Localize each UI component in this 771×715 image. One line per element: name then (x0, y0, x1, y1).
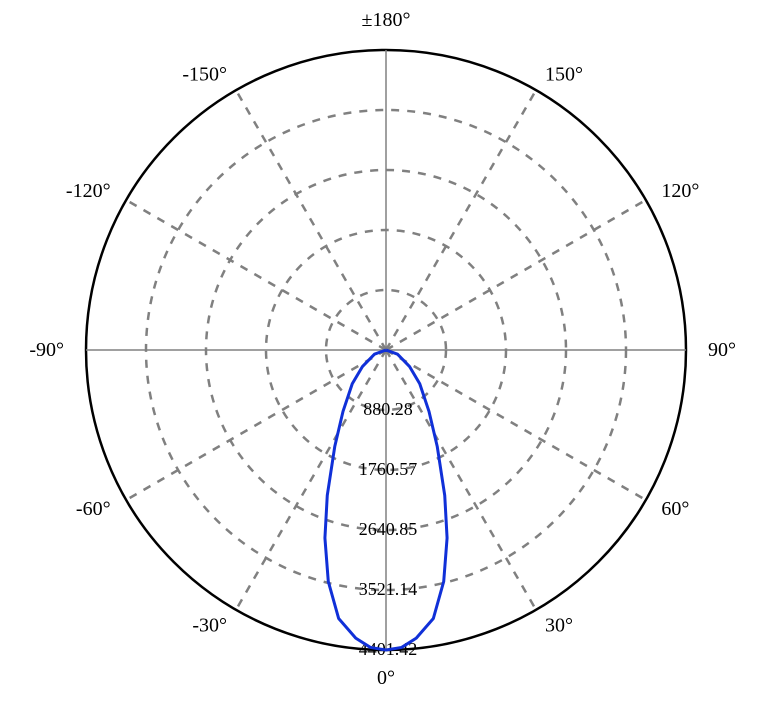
grid-spoke (126, 200, 386, 350)
angle-tick-label: 0° (377, 667, 395, 689)
grid-spoke (386, 90, 536, 350)
angle-tick-label: -120° (66, 180, 111, 202)
angle-tick-label: ±180° (362, 9, 411, 31)
angle-tick-label: -150° (182, 64, 227, 86)
grid-spoke (236, 90, 386, 350)
grid-spoke (236, 350, 386, 610)
polar-chart-svg: 880.281760.572640.853521.144401.42 0°30°… (0, 0, 771, 715)
polar-chart: 880.281760.572640.853521.144401.42 0°30°… (0, 0, 771, 715)
radial-tick-label: 3521.14 (359, 579, 418, 599)
grid-spoke (386, 350, 536, 610)
radial-tick-label: 1760.57 (359, 459, 418, 479)
radial-tick-label: 2640.85 (359, 519, 418, 539)
angle-tick-label: 150° (545, 64, 583, 86)
radial-tick-labels: 880.281760.572640.853521.144401.42 (359, 399, 418, 659)
grid-spoke (386, 350, 646, 500)
angle-tick-label: 120° (661, 180, 699, 202)
grid-spoke (126, 350, 386, 500)
angle-tick-label: -60° (76, 498, 111, 520)
grid-spoke (386, 200, 646, 350)
angle-tick-label: -90° (29, 339, 64, 361)
angle-tick-label: 60° (661, 498, 689, 520)
angle-tick-label: -30° (192, 614, 227, 636)
angle-tick-label: 30° (545, 614, 573, 636)
radial-tick-label: 880.28 (363, 399, 413, 419)
angle-tick-label: 90° (708, 339, 736, 361)
